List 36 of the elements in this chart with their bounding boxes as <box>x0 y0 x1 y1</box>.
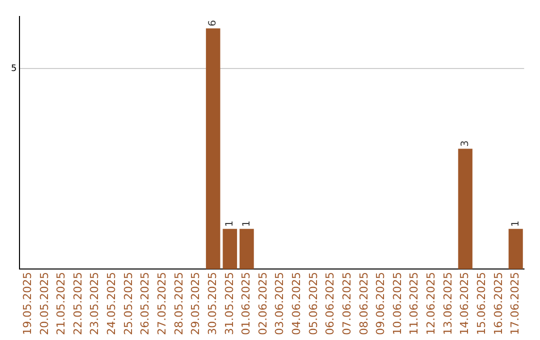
x-tick-label: 24.05.2025 <box>105 272 118 336</box>
x-tick-label: 06.06.2025 <box>324 272 337 336</box>
x-tick-label: 15.06.2025 <box>474 272 488 336</box>
y-tick-label: 5 <box>10 64 17 74</box>
x-tick-label: 22.05.2025 <box>71 272 84 336</box>
x-tick-label: 25.05.2025 <box>122 272 135 336</box>
x-tick-label: 10.06.2025 <box>390 272 404 336</box>
x-tick-label: 17.06.2025 <box>508 272 522 336</box>
x-tick-label: 26.05.2025 <box>138 272 152 336</box>
data-label: 3 <box>460 140 471 147</box>
x-tick-label: 08.06.2025 <box>357 272 370 336</box>
x-tick-label: 31.05.2025 <box>222 272 236 336</box>
x-tick-label: 19.05.2025 <box>20 272 34 336</box>
data-label: 6 <box>208 20 219 26</box>
x-tick-label: 11.06.2025 <box>408 272 421 336</box>
x-tick-label: 23.05.2025 <box>88 272 102 336</box>
x-tick-label: 13.06.2025 <box>441 272 454 336</box>
x-tick-label: 16.06.2025 <box>492 272 505 336</box>
data-label: 1 <box>241 220 252 227</box>
x-tick-label: 05.06.2025 <box>306 272 320 336</box>
x-tick-label: 02.06.2025 <box>256 272 270 336</box>
x-tick-label: 21.05.2025 <box>54 272 68 336</box>
x-tick-label: 20.05.2025 <box>38 272 51 336</box>
x-tick-label: 09.06.2025 <box>374 272 388 336</box>
x-tick-label: 07.06.2025 <box>340 272 354 336</box>
x-tick-label: 14.06.2025 <box>458 272 472 336</box>
x-tick-label: 12.06.2025 <box>424 272 438 336</box>
x-tick-label: 27.05.2025 <box>156 272 169 336</box>
data-label: 1 <box>510 220 522 227</box>
x-tick-label: 28.05.2025 <box>172 272 186 336</box>
x-tick-label: 29.05.2025 <box>189 272 202 336</box>
x-tick-label: 01.06.2025 <box>240 272 253 336</box>
x-tick-label: 03.06.2025 <box>273 272 286 336</box>
data-label: 1 <box>224 220 236 227</box>
x-tick-label: 30.05.2025 <box>206 272 219 336</box>
x-tick-label: 04.06.2025 <box>290 272 304 336</box>
